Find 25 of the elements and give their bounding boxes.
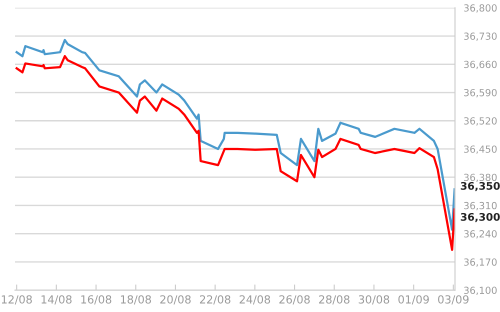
y-tick-label: 36,800 [464, 4, 497, 13]
y-tick-label: 36,520 [464, 117, 497, 126]
y-tick-label: 36,730 [464, 32, 497, 41]
x-tick-label: 14/08 [42, 295, 72, 304]
y-tick-label: 36,170 [464, 258, 497, 267]
x-tick-label: 18/08 [120, 295, 151, 304]
y-tick-label: 36,310 [464, 202, 497, 210]
x-tick-label: 30/08 [358, 295, 390, 304]
x-tick-label: 28/08 [319, 295, 350, 304]
x-tick-label: 16/08 [81, 295, 112, 304]
x-tick-label: 26/08 [279, 295, 310, 304]
x-tick-label: 20/08 [160, 295, 191, 304]
annotation: 36,350 [460, 182, 500, 192]
y-tick-label: 36,660 [464, 60, 497, 70]
x-tick-label: 24/08 [240, 295, 270, 304]
y-tick-label: 36,100 [464, 286, 497, 295]
y-tick-label: 36,380 [464, 174, 497, 182]
annotation: 36,300 [460, 212, 500, 222]
x-tick-label: 12/08 [2, 295, 32, 304]
y-tick-label: 36,240 [464, 230, 497, 239]
x-tick-label: 22/08 [200, 295, 230, 304]
y-tick-label: 36,590 [464, 88, 497, 98]
x-tick-label: 03/09 [438, 295, 469, 304]
y-tick-label: 36,450 [464, 145, 497, 154]
x-tick-label: 01/09 [398, 295, 429, 304]
